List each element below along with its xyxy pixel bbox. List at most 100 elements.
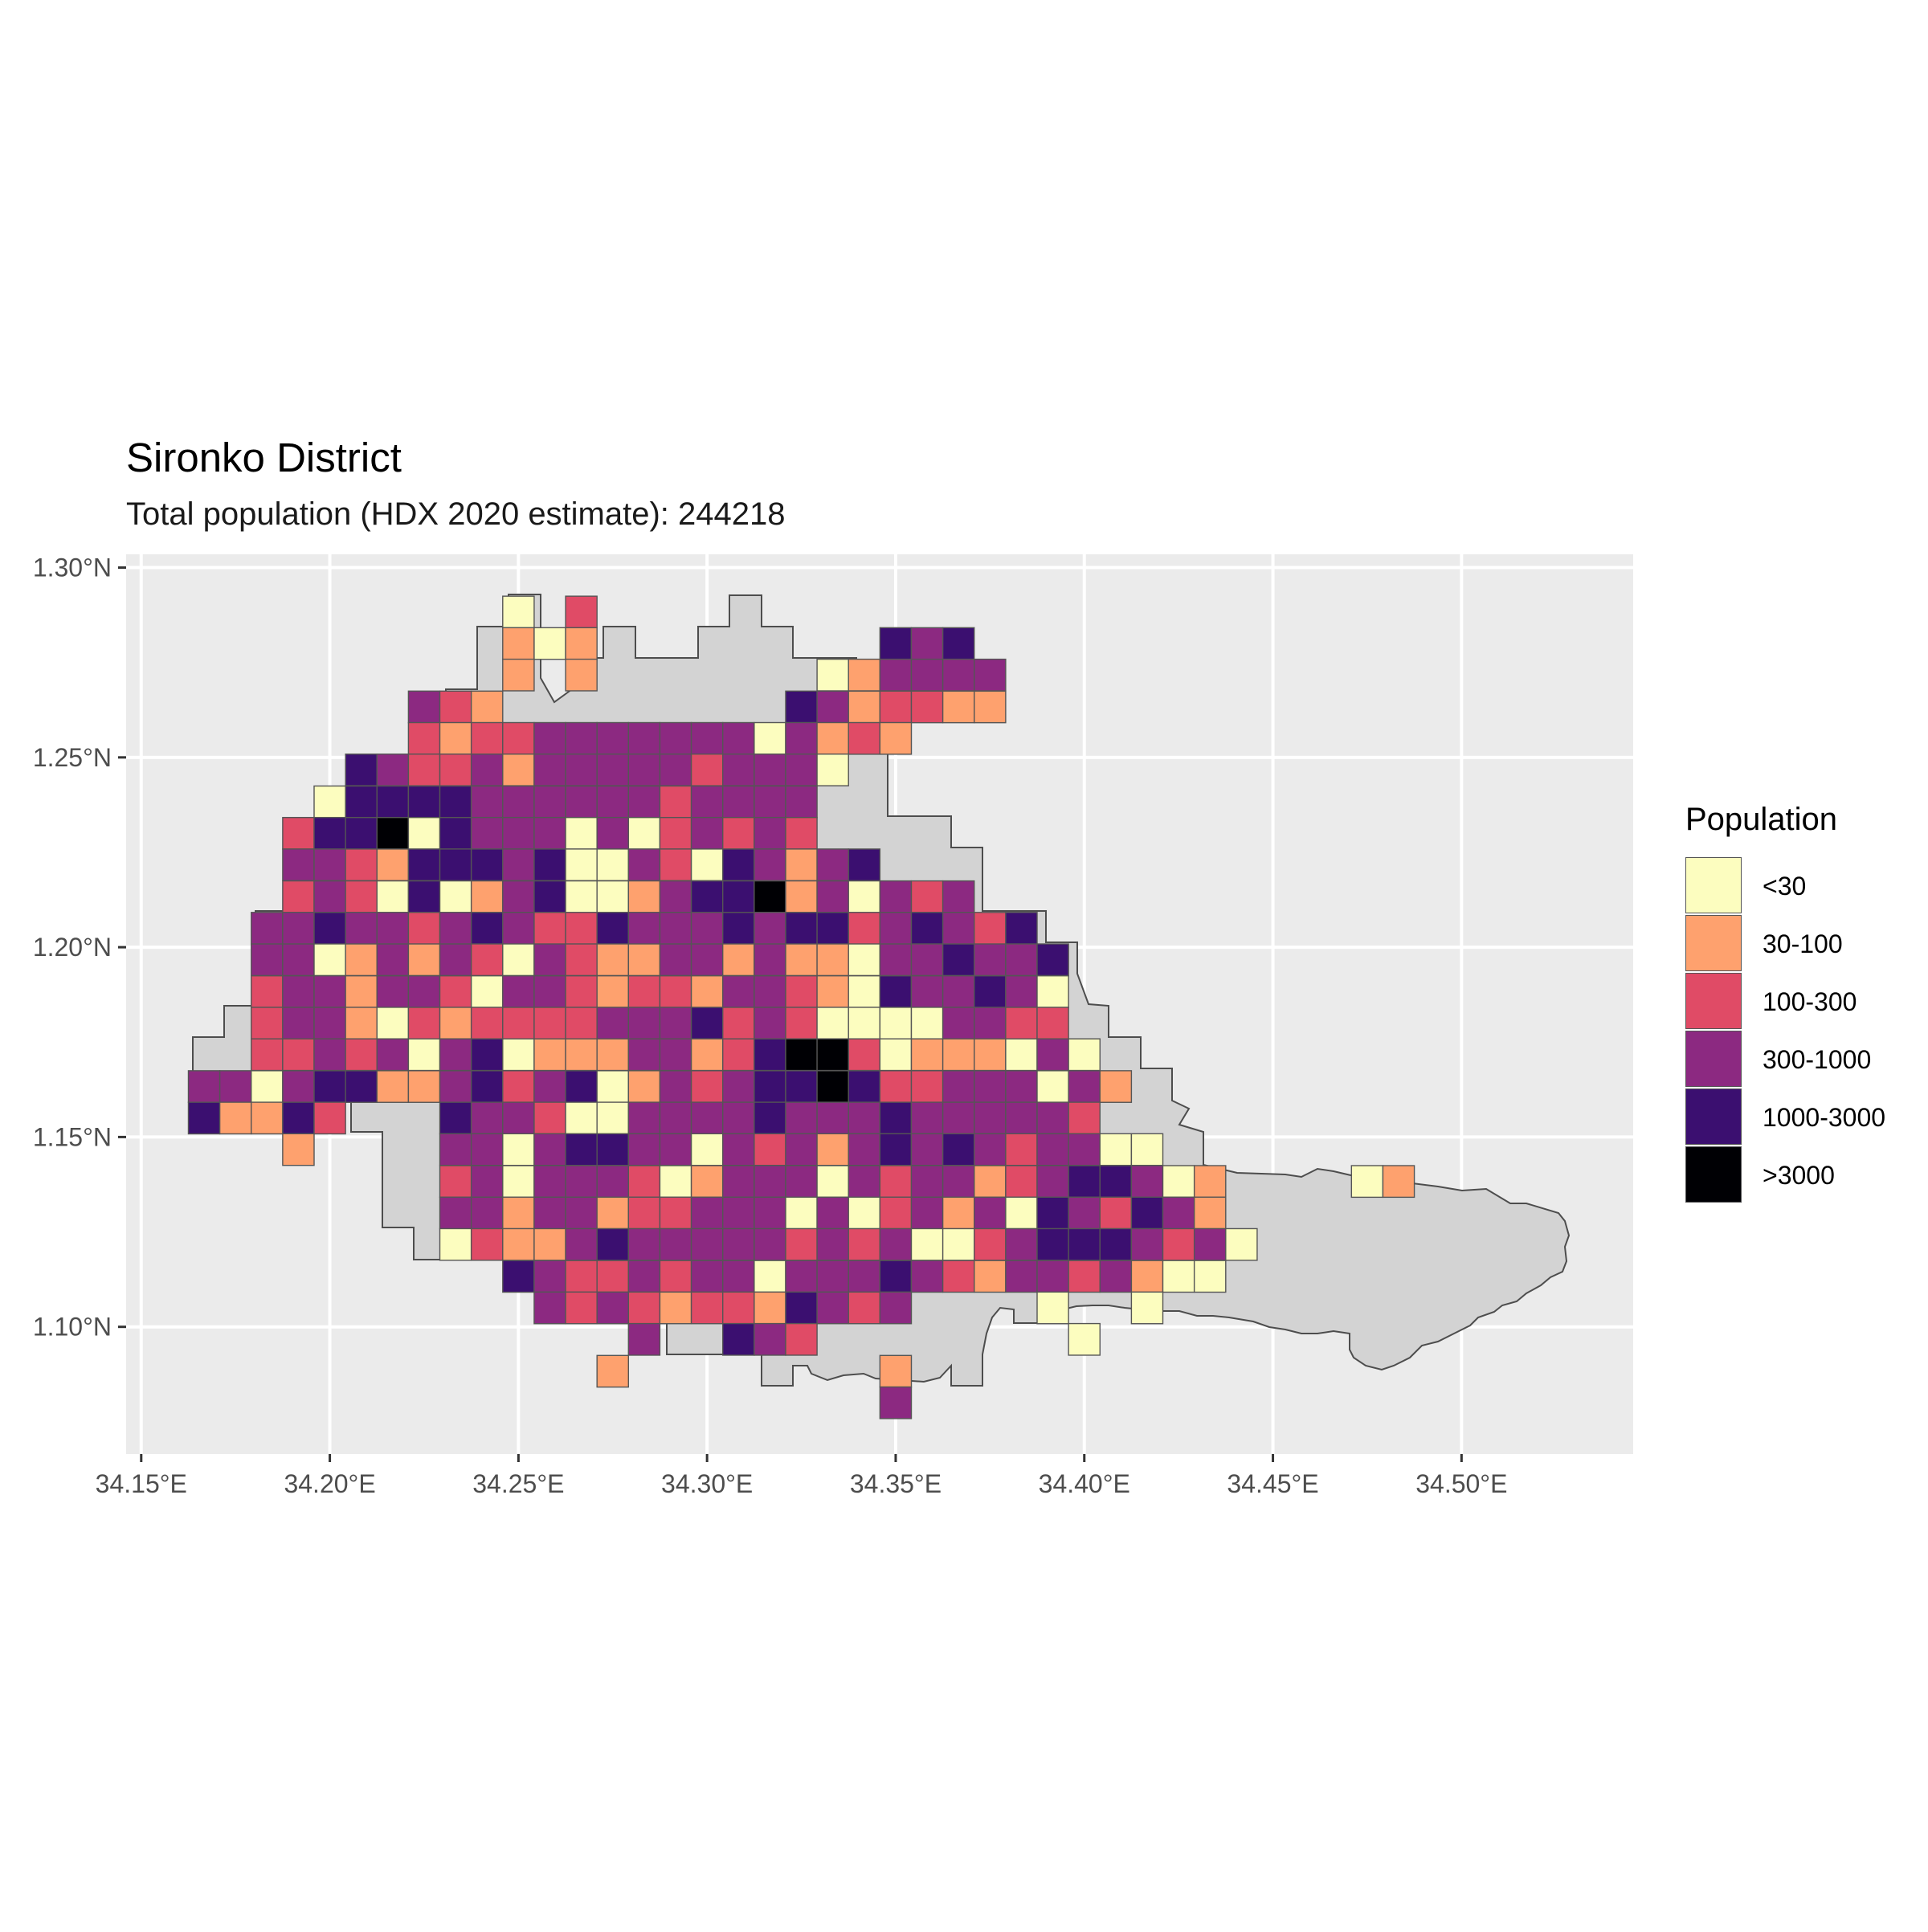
population-cell [785,1291,818,1325]
population-cell [251,1007,284,1040]
population-cell [345,1038,378,1072]
population-cell [470,1070,504,1103]
population-cell [502,943,535,977]
population-cell [376,1007,410,1040]
population-cell [345,975,378,1008]
population-cell [1130,1165,1164,1199]
population-cell [690,721,724,755]
population-cell [627,816,661,850]
population-cell [754,1101,786,1135]
x-tick-label: 34.35°E [850,1469,942,1498]
population-cell [659,1196,692,1230]
population-cell [596,1291,630,1325]
population-cell [407,1038,441,1072]
population-cell [470,1196,504,1230]
population-cell [785,912,818,945]
population-cell [754,721,786,755]
population-cell [219,1070,252,1103]
population-cell [627,1291,661,1325]
population-cell [754,1291,786,1325]
population-cell [879,1165,913,1199]
population-cell [439,912,472,945]
population-cell [407,975,441,1008]
population-cell [533,1101,566,1135]
x-tick-label: 34.20°E [284,1469,375,1498]
y-tick-label: 1.15°N [33,1122,112,1151]
population-cell [533,627,566,660]
population-cell [974,975,1007,1008]
population-cell [1036,1101,1069,1135]
population-cell [659,1291,692,1325]
population-cell [1382,1165,1415,1199]
population-cell [502,1007,535,1040]
population-cell [565,943,598,977]
population-cell [627,721,661,755]
population-cell [565,975,598,1008]
population-cell [627,1070,661,1103]
population-cell [282,975,315,1008]
population-cell [690,1196,724,1230]
population-cell [282,1101,315,1135]
population-cell [722,975,755,1008]
population-cell [502,1165,535,1199]
population-cell [470,816,504,850]
population-cell [1036,1291,1069,1325]
population-cell [439,816,472,850]
population-cell [1068,1133,1101,1166]
population-cell [659,1227,692,1261]
population-cell [470,1007,504,1040]
legend-label: <30 [1763,872,1807,901]
population-cell [722,1227,755,1261]
population-cell [659,848,692,881]
population-cell [470,690,504,724]
population-cell [407,754,441,786]
population-cell [816,754,849,786]
population-cell [1036,943,1069,977]
population-cell [627,1007,661,1040]
population-cell [910,1070,944,1103]
population-cell [407,912,441,945]
population-cell [187,1101,221,1135]
population-cell [910,1007,944,1040]
population-cell [1193,1165,1227,1199]
population-cell [470,1038,504,1072]
population-cell [785,1101,818,1135]
population-cell [910,912,944,945]
population-cell [439,1133,472,1166]
population-cell [627,1227,661,1261]
population-cell [533,943,566,977]
population-cell [722,1038,755,1072]
population-cell [942,1070,975,1103]
population-cell [1005,1196,1038,1230]
population-cell [754,1260,786,1293]
population-cell [722,1101,755,1135]
population-cell [313,880,346,913]
population-cell [282,848,315,881]
population-cell [502,595,535,629]
population-cell [596,816,630,850]
population-cell [439,1007,472,1040]
population-cell [502,658,535,692]
population-cell [251,1038,284,1072]
population-cell [565,754,598,786]
population-cell [659,1007,692,1040]
population-cell [690,1291,724,1325]
legend-label: 1000-3000 [1763,1103,1886,1132]
population-cell [1005,1227,1038,1261]
population-cell [1005,975,1038,1008]
legend-key-100-300 [1685,973,1742,1029]
population-cell [533,1227,566,1261]
population-cell [470,785,504,819]
population-cell [910,975,944,1008]
population-cell [1068,1038,1101,1072]
population-cell [533,848,566,881]
legend-label: >3000 [1763,1161,1835,1190]
population-cell [848,658,881,692]
population-cell [502,785,535,819]
population-cell [439,1101,472,1135]
population-cell [690,1038,724,1072]
legend-key-lt30 [1685,857,1742,913]
population-cell [848,1165,881,1199]
population-cell [848,1070,881,1103]
population-cell [502,912,535,945]
